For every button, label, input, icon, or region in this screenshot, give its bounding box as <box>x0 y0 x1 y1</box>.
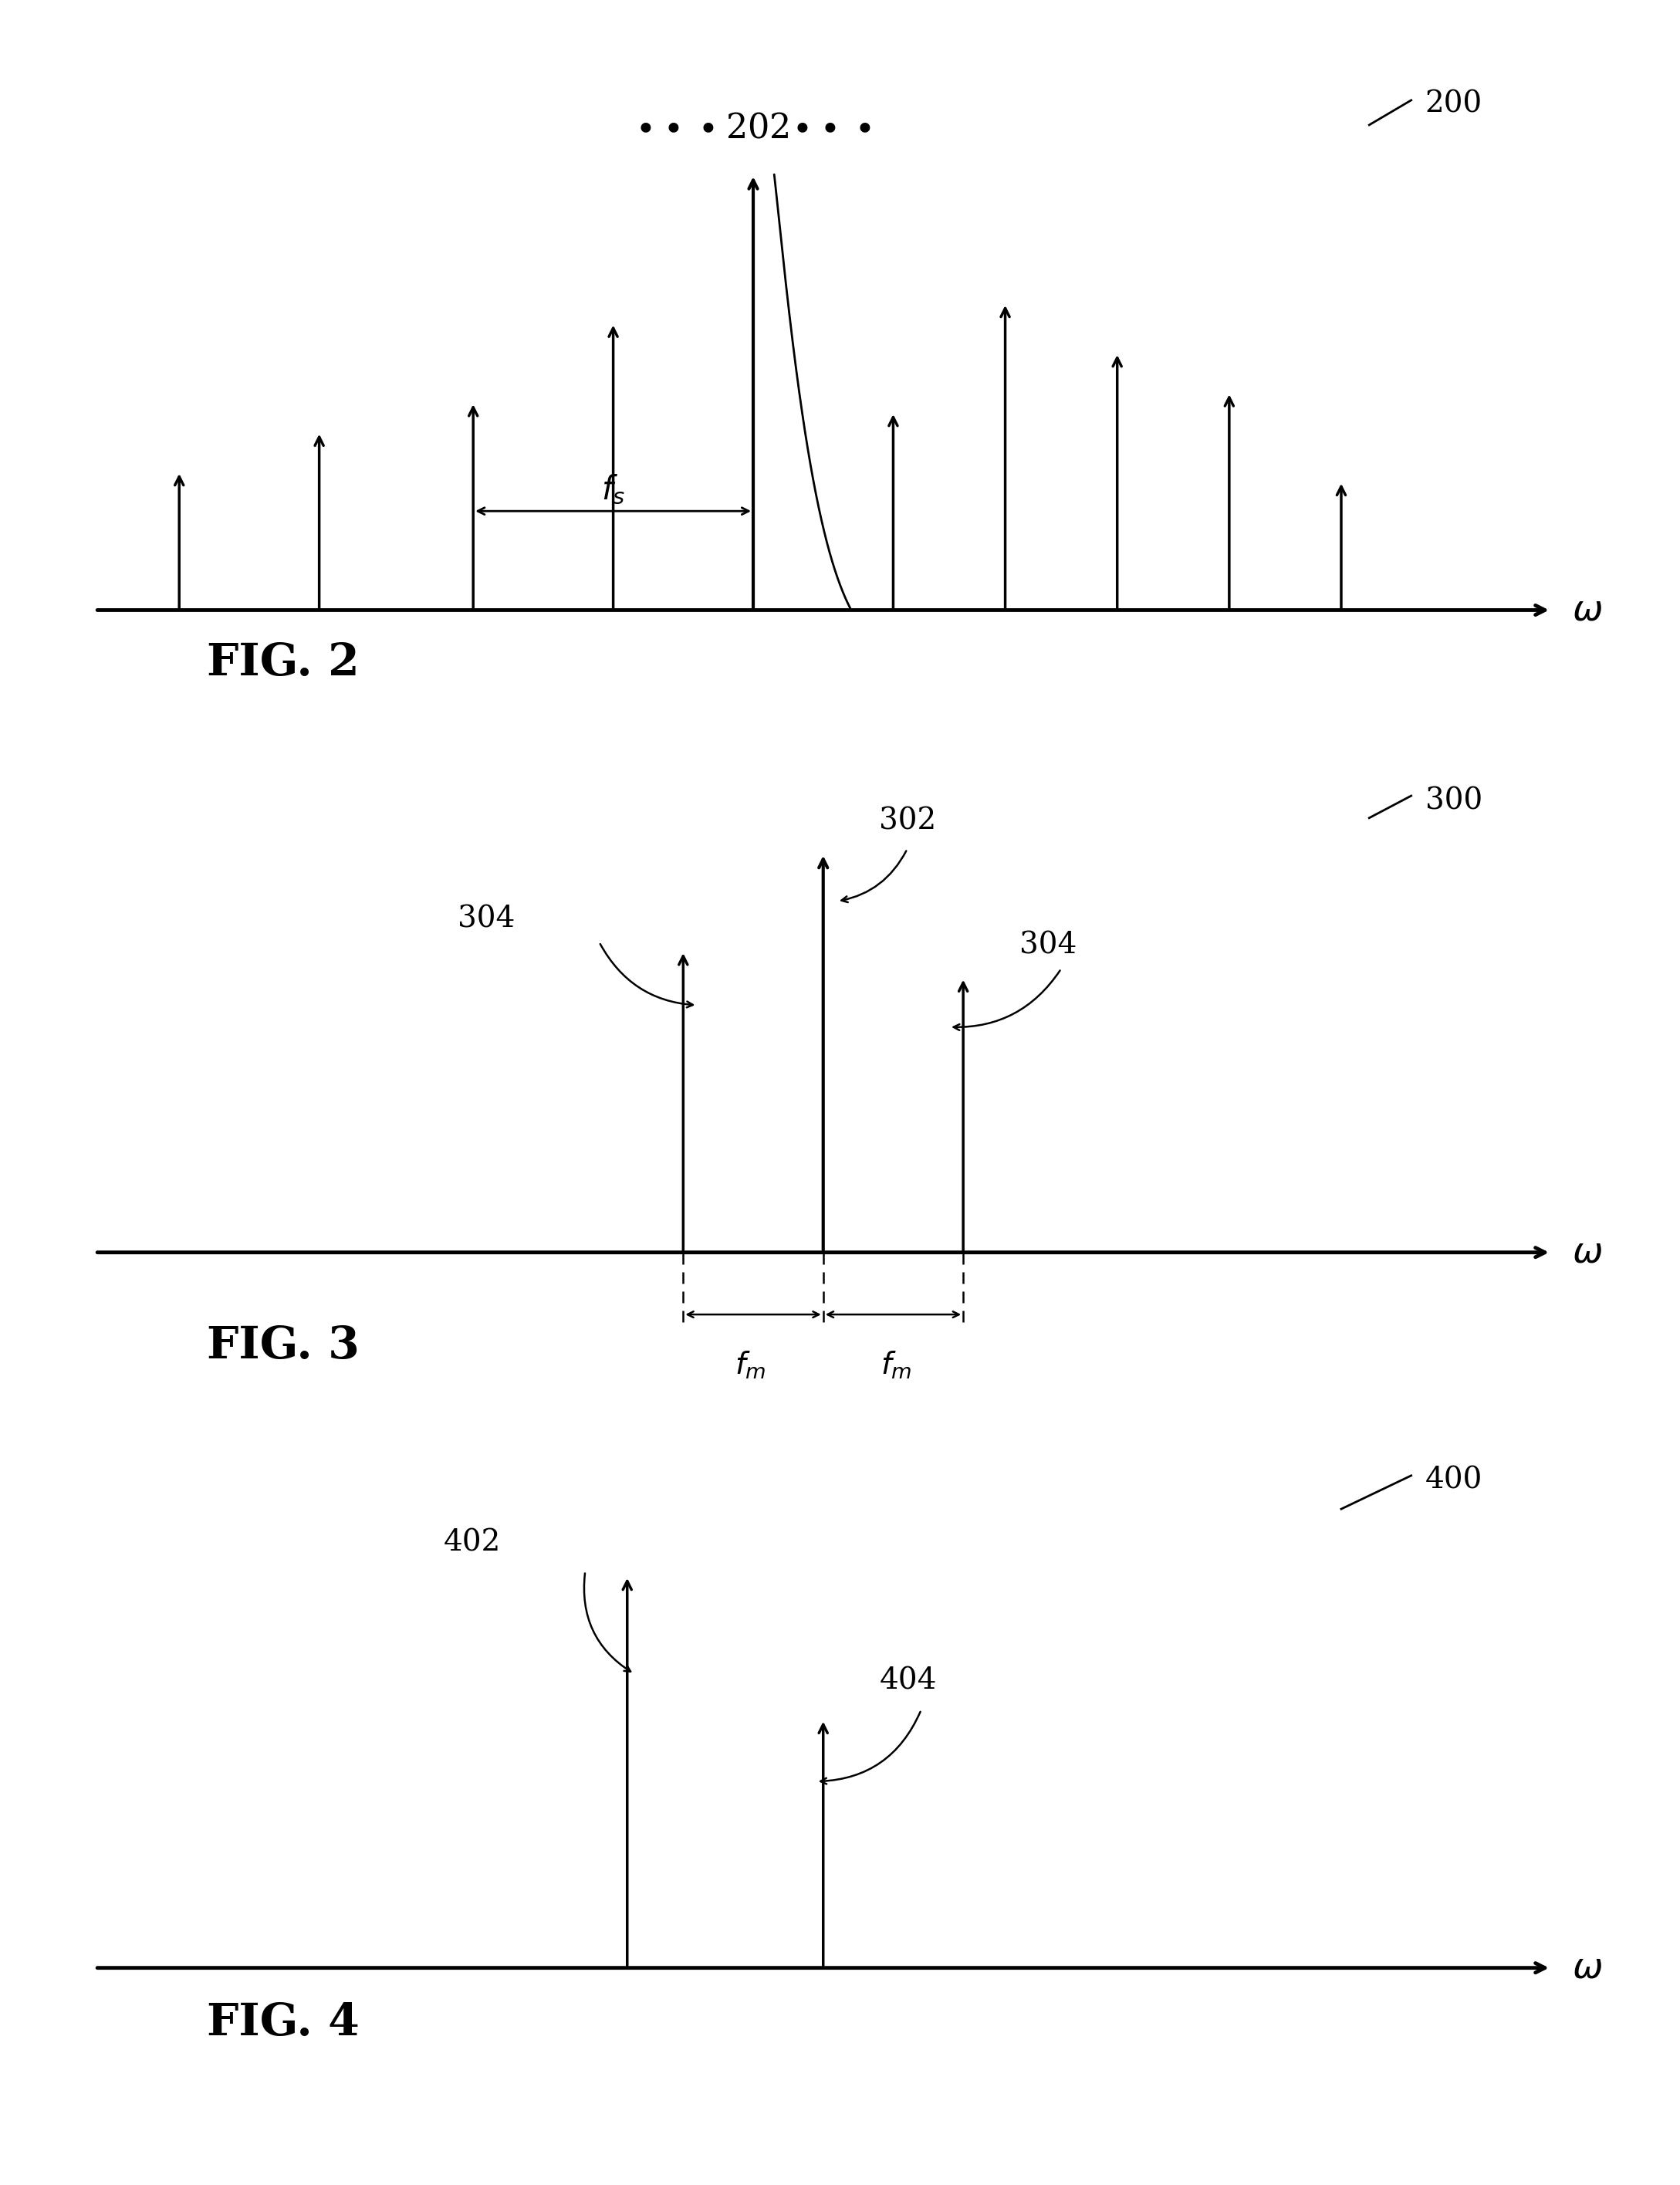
Text: 400: 400 <box>1425 1466 1482 1495</box>
Text: $f_s$: $f_s$ <box>601 472 625 507</box>
Text: 404: 404 <box>879 1667 937 1696</box>
Text: FIG. 4: FIG. 4 <box>207 2001 360 2045</box>
Text: $\bullet\bullet\bullet$202$\bullet\bullet\bullet$: $\bullet\bullet\bullet$202$\bullet\bulle… <box>635 111 872 144</box>
Text: 200: 200 <box>1425 90 1482 118</box>
Text: 304: 304 <box>1020 931 1077 959</box>
Text: $f_m$: $f_m$ <box>734 1350 766 1381</box>
Text: 402: 402 <box>444 1527 501 1556</box>
Text: $\omega$: $\omega$ <box>1572 1951 1603 1986</box>
Text: $\omega$: $\omega$ <box>1572 1235 1603 1269</box>
Text: FIG. 2: FIG. 2 <box>207 640 360 684</box>
Text: 302: 302 <box>879 806 936 835</box>
Text: 300: 300 <box>1425 787 1482 815</box>
Text: $f_m$: $f_m$ <box>880 1350 912 1381</box>
Text: $\omega$: $\omega$ <box>1572 592 1603 627</box>
Text: FIG. 3: FIG. 3 <box>207 1324 360 1368</box>
Text: 304: 304 <box>459 905 516 933</box>
